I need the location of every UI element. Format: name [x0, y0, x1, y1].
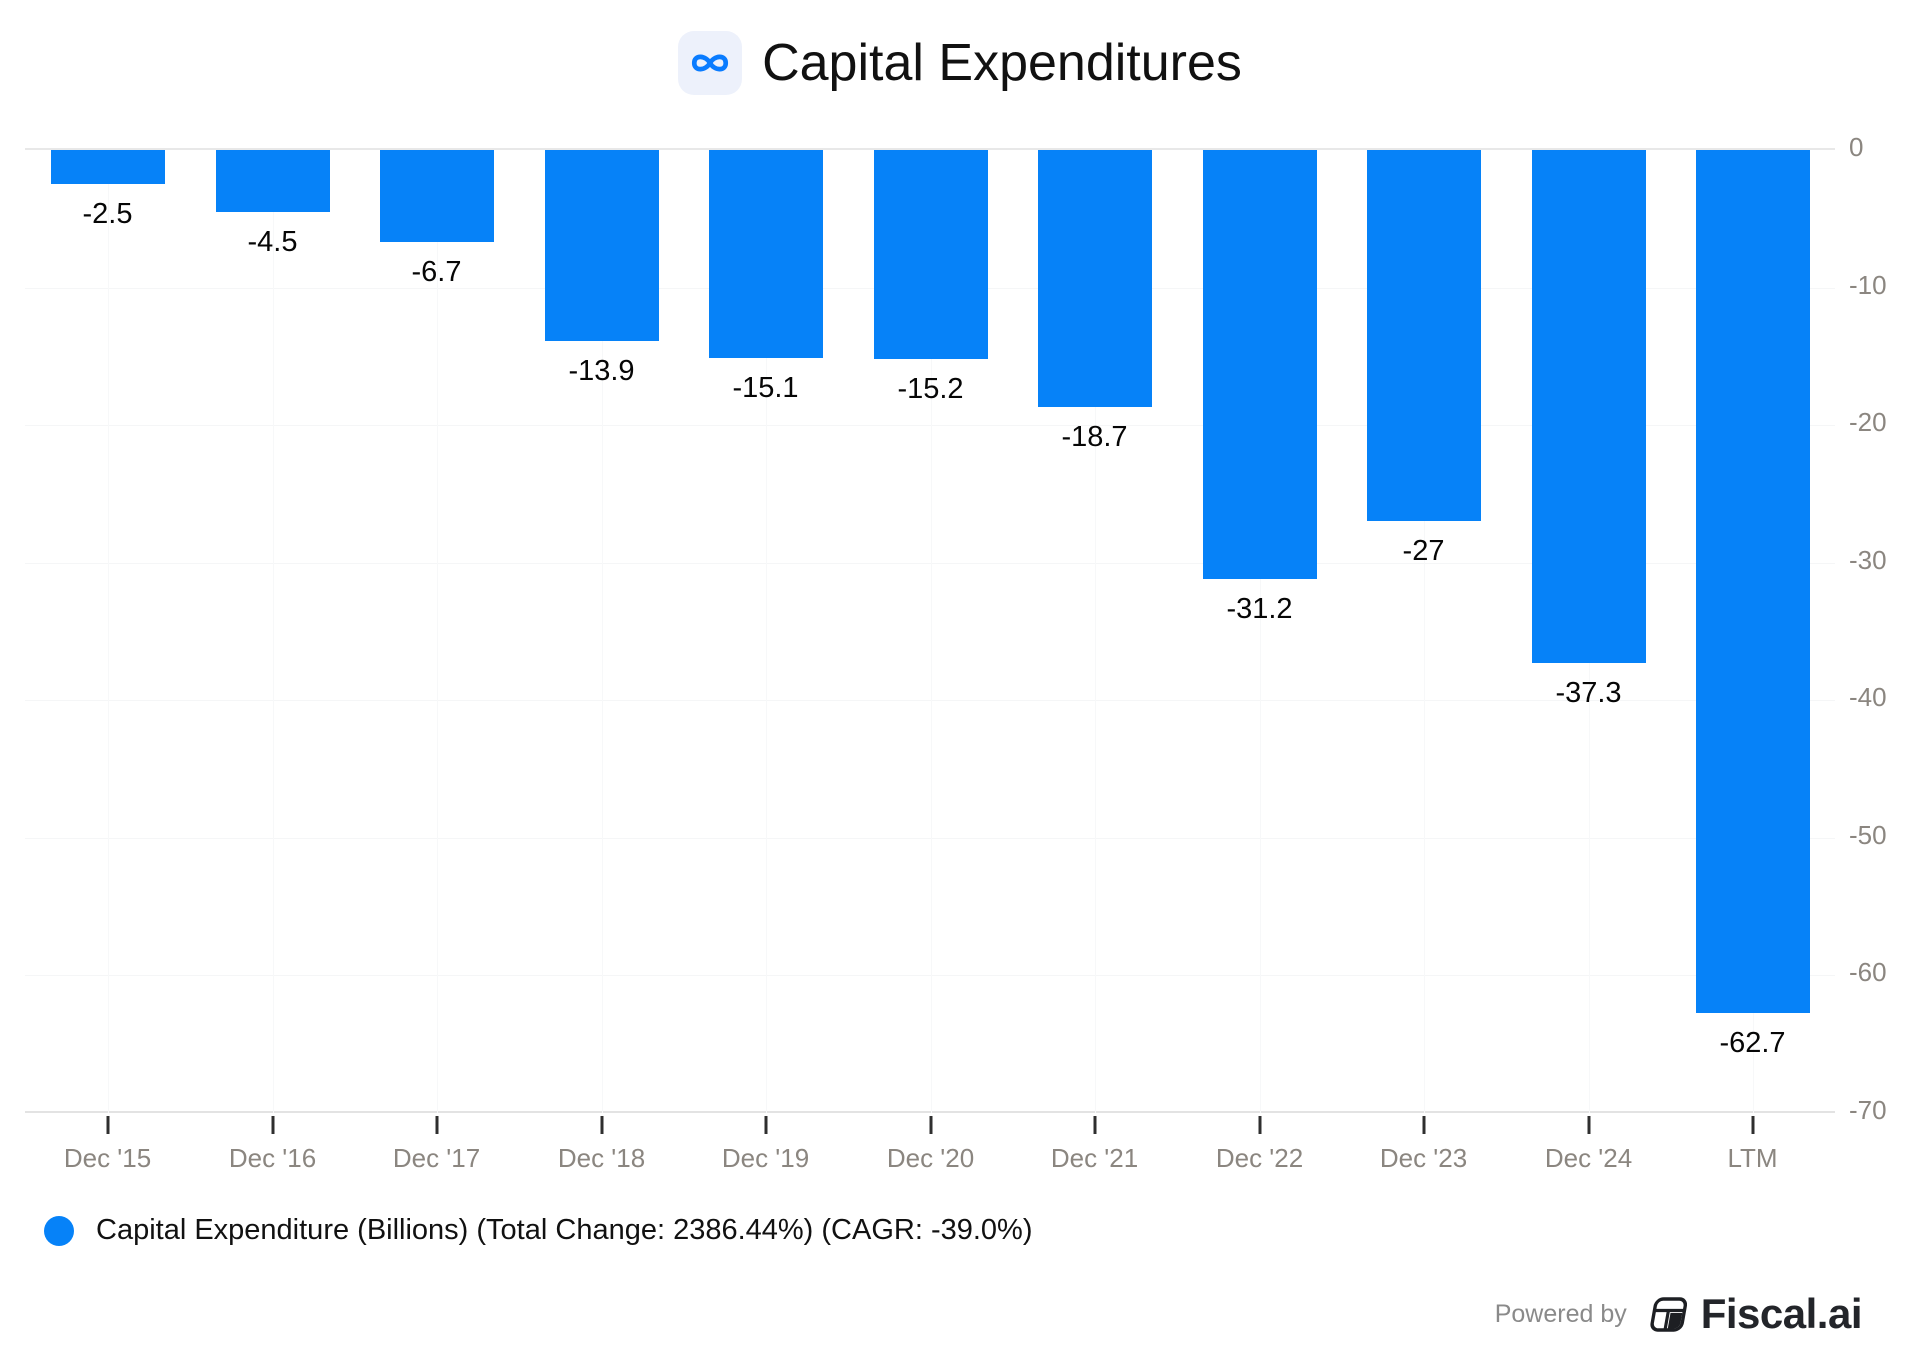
gridline--20: [25, 425, 1835, 426]
meta-infinity-icon: [691, 54, 729, 72]
x-axis-tick: [764, 1116, 767, 1134]
chart-column-Dec '19: -15.1 Dec '19: [683, 150, 848, 1173]
bar-value-label: -4.5: [247, 226, 298, 258]
bar-value-label: -18.7: [1061, 421, 1128, 453]
y-tick-label: -10: [1849, 270, 1887, 300]
bar-value-label: -15.1: [732, 372, 799, 404]
gridline--60: [25, 975, 1835, 976]
fiscal-ai-table-icon: [1650, 1296, 1687, 1332]
x-axis-tick: [1258, 1116, 1261, 1134]
x-axis-label-LTM: LTM: [1727, 1143, 1778, 1173]
gridline-vertical: [107, 150, 109, 1113]
gridline-vertical: [930, 150, 932, 1113]
bar-LTM[interactable]: [1695, 150, 1810, 1013]
y-tick-label: -40: [1849, 682, 1887, 712]
bar-value-label: -62.7: [1719, 1027, 1786, 1059]
gridline-vertical: [601, 150, 603, 1113]
plot-area: -2.5 Dec '15 -4.5 Dec '16 -6.7 Dec '17 -13.9 De…: [25, 148, 1835, 1173]
bar-Dec '23[interactable]: [1366, 150, 1481, 521]
x-axis-tick: [600, 1116, 603, 1134]
bar-value-label: -2.5: [82, 198, 133, 230]
chart-column-LTM: -62.7 LTM: [1670, 150, 1835, 1173]
gridline-vertical: [1094, 150, 1096, 1113]
gridline-vertical: [436, 150, 438, 1113]
gridline--50: [25, 838, 1835, 839]
chart-column-Dec '21: -18.7 Dec '21: [1012, 150, 1177, 1173]
gridline--70: [25, 1111, 1835, 1113]
bar-value-label: -15.2: [897, 373, 964, 405]
x-axis-label-Dec '19: Dec '19: [721, 1143, 810, 1173]
x-axis-tick: [271, 1116, 274, 1134]
y-tick-label: -60: [1849, 957, 1887, 987]
powered-by-text: Powered by: [1494, 1299, 1627, 1328]
gridline-vertical: [765, 150, 767, 1113]
bar-value-label: -13.9: [568, 355, 635, 387]
gridline-vertical: [272, 150, 274, 1113]
gridline--30: [25, 563, 1835, 564]
x-axis-tick: [435, 1116, 438, 1134]
y-tick-label: -30: [1849, 545, 1887, 575]
gridline-vertical: [1259, 150, 1261, 1113]
bar-Dec '24[interactable]: [1531, 150, 1646, 663]
chart-column-Dec '15: -2.5 Dec '15: [25, 150, 190, 1173]
chart-column-Dec '20: -15.2 Dec '20: [848, 150, 1013, 1173]
y-tick-label: -50: [1849, 820, 1887, 850]
x-axis-tick: [1587, 1116, 1590, 1134]
bar-value-label: -6.7: [411, 256, 462, 288]
x-axis-tick: [929, 1116, 932, 1134]
bar-Dec '18[interactable]: [544, 150, 659, 341]
bar-Dec '17[interactable]: [379, 150, 494, 242]
y-axis: 0 -10 -20 -30 -40 -50 -60 -70: [1849, 132, 1919, 1125]
x-axis-tick: [1093, 1116, 1096, 1134]
chart-column-Dec '17: -6.7 Dec '17: [354, 150, 519, 1173]
y-tick-label: 0: [1849, 132, 1864, 162]
chart-column-Dec '16: -4.5 Dec '16: [190, 150, 355, 1173]
bar-value-label: -31.2: [1226, 593, 1293, 625]
brand-name: Fiscal.ai: [1700, 1290, 1863, 1337]
x-axis-label-Dec '18: Dec '18: [557, 1143, 646, 1173]
bar-Dec '16[interactable]: [215, 150, 330, 212]
bar-value-label: -27: [1402, 535, 1445, 567]
x-axis-tick: [1751, 1116, 1754, 1134]
legend-label: Capital Expenditure (Billions) (Total Ch…: [96, 1214, 1033, 1246]
chart-column-Dec '24: -37.3 Dec '24: [1506, 150, 1671, 1173]
x-axis-label-Dec '20: Dec '20: [886, 1143, 975, 1173]
chart-column-Dec '22: -31.2 Dec '22: [1177, 150, 1342, 1173]
legend[interactable]: Capital Expenditure (Billions) (Total Ch…: [44, 1214, 1033, 1247]
x-axis-label-Dec '17: Dec '17: [392, 1143, 481, 1173]
x-axis-tick: [106, 1116, 109, 1134]
x-axis-label-Dec '15: Dec '15: [63, 1143, 152, 1173]
y-tick-label: -70: [1849, 1095, 1887, 1125]
x-axis-tick: [1422, 1116, 1425, 1134]
x-axis-label-Dec '22: Dec '22: [1215, 1143, 1304, 1173]
bar-Dec '22[interactable]: [1202, 150, 1317, 579]
y-tick-label: -20: [1849, 407, 1887, 437]
legend-marker-icon: [44, 1215, 74, 1246]
x-axis-label-Dec '24: Dec '24: [1544, 1143, 1633, 1173]
chart-column-Dec '23: -27 Dec '23: [1341, 150, 1506, 1173]
gridline--40: [25, 700, 1835, 701]
chart-header: Capital Expenditures: [0, 24, 1920, 102]
x-axis-label-Dec '21: Dec '21: [1050, 1143, 1139, 1173]
bar-Dec '20[interactable]: [873, 150, 988, 359]
chart-column-Dec '18: -13.9 Dec '18: [519, 150, 684, 1173]
gridline-vertical: [1423, 150, 1425, 1113]
meta-logo-tile: [678, 31, 743, 95]
branding[interactable]: Powered by Fiscal.ai: [1494, 1290, 1863, 1338]
x-axis-label-Dec '23: Dec '23: [1379, 1143, 1468, 1173]
x-axis-label-Dec '16: Dec '16: [228, 1143, 317, 1173]
bar-value-label: -37.3: [1555, 677, 1622, 709]
chart-title: Capital Expenditures: [762, 34, 1242, 92]
gridline-0: [25, 148, 1835, 150]
bar-Dec '19[interactable]: [708, 150, 823, 358]
bar-Dec '15[interactable]: [50, 150, 165, 184]
bar-Dec '21[interactable]: [1037, 150, 1152, 407]
